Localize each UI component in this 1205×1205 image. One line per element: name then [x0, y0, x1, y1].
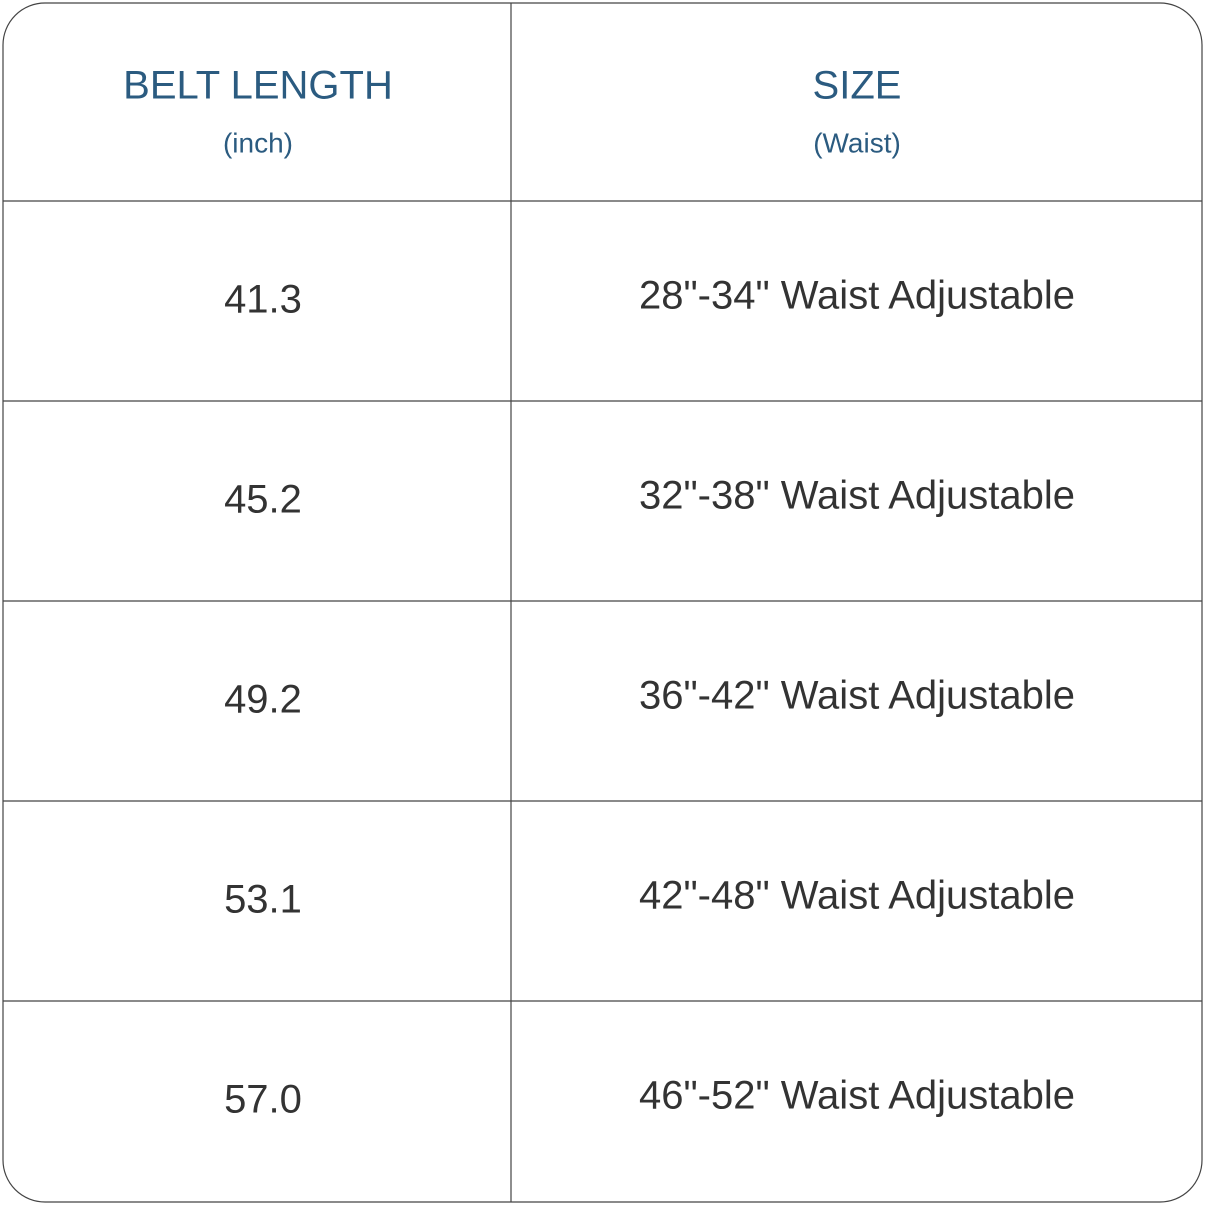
- waist-size: 46"-52" Waist Adjustable: [639, 1074, 1075, 1118]
- belt-length: 45.2: [224, 478, 302, 522]
- header-title: SIZE: [813, 64, 902, 108]
- waist-size: 28"-34" Waist Adjustable: [639, 274, 1075, 318]
- waist-size: 32"-38" Waist Adjustable: [639, 474, 1075, 518]
- header-subtitle: (Waist): [813, 127, 901, 158]
- belt-length: 49.2: [224, 678, 302, 722]
- belt-length: 57.0: [224, 1078, 302, 1122]
- belt-length: 53.1: [224, 878, 302, 922]
- waist-size: 42"-48" Waist Adjustable: [639, 874, 1075, 918]
- header-subtitle: (inch): [223, 127, 293, 158]
- belt-length: 41.3: [224, 278, 302, 322]
- waist-size: 36"-42" Waist Adjustable: [639, 674, 1075, 718]
- header-title: BELT LENGTH: [123, 64, 393, 108]
